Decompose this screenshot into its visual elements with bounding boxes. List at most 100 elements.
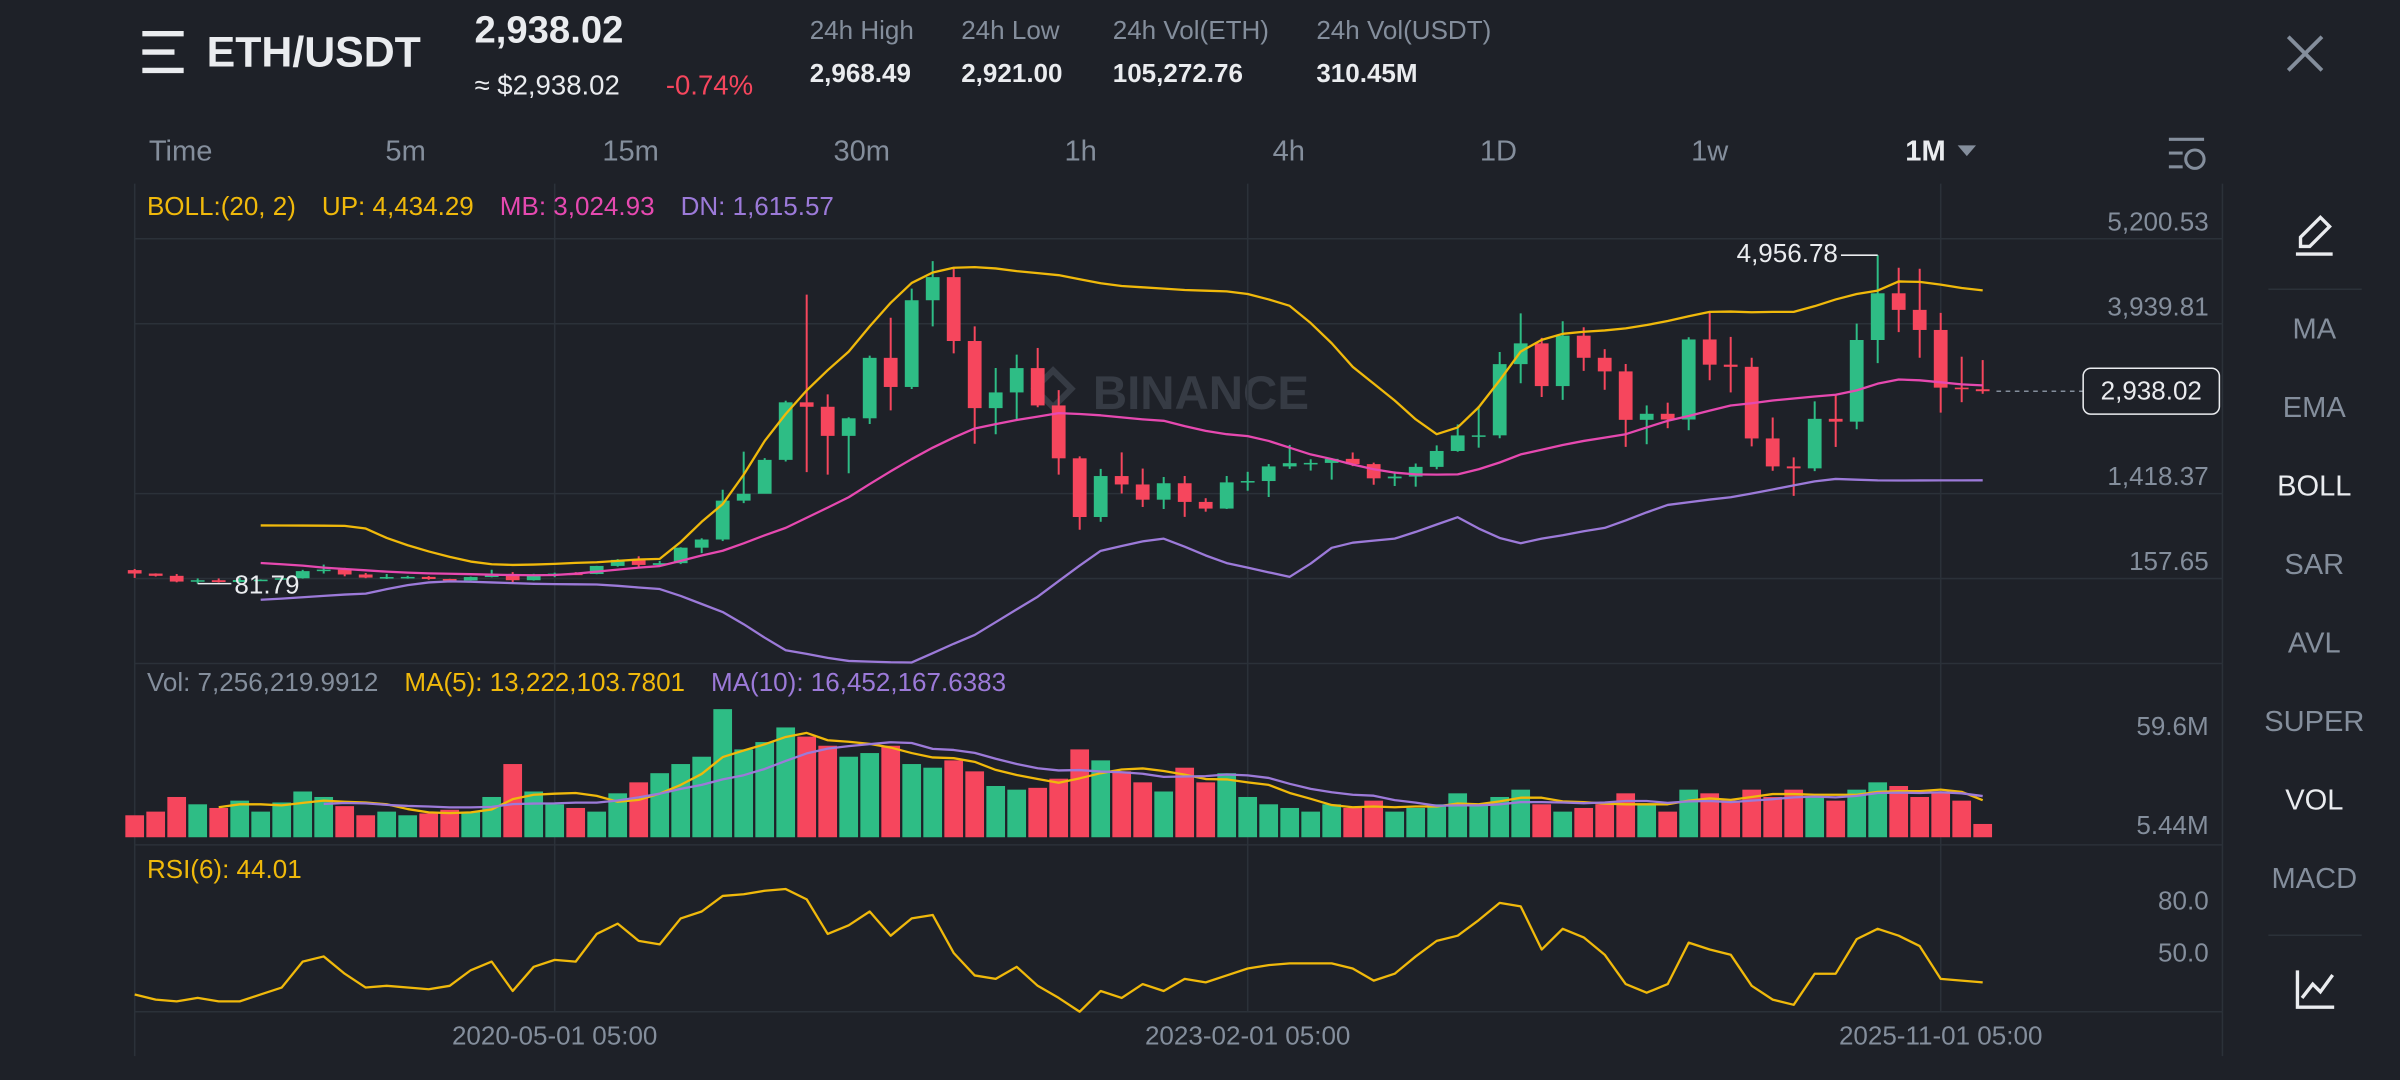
candle-body	[274, 578, 289, 580]
volume-bar	[1364, 800, 1384, 838]
indicator-toggle[interactable]: VOL	[2285, 784, 2343, 816]
candle-body	[610, 559, 625, 566]
icon-stroke	[2184, 148, 2206, 170]
volume-bar	[1301, 811, 1321, 838]
stat-label: 24h Low	[961, 15, 1060, 45]
candle-body	[1597, 357, 1612, 372]
price-change: -0.74%	[666, 70, 753, 101]
candle-body	[316, 569, 331, 572]
candle-body	[652, 563, 667, 565]
price-usd: ≈ $2,938.02	[474, 70, 619, 101]
candle-body	[1618, 371, 1633, 420]
volume-bar	[797, 736, 817, 838]
close-stroke	[2286, 35, 2324, 72]
menu-icon[interactable]	[142, 30, 184, 74]
candle-body	[295, 571, 310, 579]
candle-body	[1954, 387, 1969, 390]
candle-body	[694, 539, 709, 548]
volume-bar	[1931, 793, 1951, 838]
symbol[interactable]: ETH/USDT	[207, 28, 421, 76]
candle-body	[1891, 293, 1906, 310]
candle-body	[1912, 309, 1927, 330]
indicator-toggle[interactable]: BOLL	[2277, 470, 2351, 502]
candle-body	[1429, 450, 1444, 467]
chart-settings-icon[interactable]	[2168, 137, 2206, 170]
candle-body	[1324, 458, 1339, 463]
candle-body	[190, 580, 205, 582]
candle-body	[1849, 339, 1864, 422]
indicator-toggle[interactable]: EMA	[2283, 392, 2347, 424]
candle-body	[169, 575, 184, 582]
volume-bar	[1889, 786, 1909, 838]
volume-bar	[1112, 771, 1132, 838]
volume-bar	[1658, 811, 1678, 838]
candle-body	[841, 418, 856, 436]
indicator-readout: DN: 1,615.57	[681, 191, 834, 221]
candle-body	[1870, 293, 1885, 340]
volume-bar	[1049, 778, 1069, 838]
timeframe-tab[interactable]: 1D	[1480, 136, 1517, 168]
volume-bar	[1343, 807, 1363, 838]
candle-body	[736, 493, 751, 501]
y-tick-label: 59.6M	[2136, 711, 2208, 741]
last-price-tag-text: 2,938.02	[2101, 376, 2202, 406]
candle-body	[799, 402, 814, 407]
candle-body	[1177, 483, 1192, 502]
pane-borders	[133, 183, 2224, 1057]
y-tick-label: 80.0	[2158, 886, 2209, 916]
volume-bar	[230, 800, 250, 838]
candle-body	[421, 576, 436, 580]
candle-body	[1030, 368, 1045, 406]
candle-body	[1387, 476, 1402, 479]
volume-bar	[1679, 789, 1699, 838]
volume-bar	[923, 767, 943, 838]
volume-bar	[167, 796, 187, 838]
timeframe-tab[interactable]: 5m	[385, 136, 425, 168]
x-tick-label: 2020-05-01 05:00	[452, 1021, 657, 1051]
candle-body	[883, 357, 898, 387]
candle-body	[463, 577, 478, 581]
indicator-toggle[interactable]: SUPER	[2264, 706, 2364, 738]
volume-bar	[860, 753, 880, 838]
volume-bar	[1259, 804, 1279, 838]
volume-bar	[398, 815, 418, 838]
timeframe-tab[interactable]: 15m	[602, 136, 659, 168]
volume-bar	[1154, 791, 1174, 838]
indicator-toggle[interactable]: MA	[2292, 313, 2336, 345]
chart-type-icon[interactable]	[2295, 970, 2335, 1009]
timeframe-tab[interactable]: Time	[149, 136, 213, 168]
timeframe-tab[interactable]: 4h	[1273, 136, 1305, 168]
volume-bar	[755, 742, 775, 838]
volume-bar	[1784, 789, 1804, 838]
candle-body	[1219, 482, 1234, 509]
volume-bar	[776, 727, 796, 838]
last-price-tag	[2082, 367, 2221, 415]
stat-value: 2,968.49	[810, 58, 911, 88]
volume-bar	[1490, 796, 1510, 838]
volume-bar	[1700, 793, 1720, 838]
volume-bar	[1574, 807, 1594, 838]
timeframe-tab[interactable]: 1w	[1691, 136, 1729, 168]
candle-body	[505, 574, 520, 581]
candle-body	[526, 575, 541, 581]
indicator-toggle[interactable]: SAR	[2284, 549, 2344, 581]
draw-tool-icon[interactable]	[2295, 214, 2333, 256]
candle-body	[757, 459, 772, 494]
candle-body	[1681, 339, 1696, 420]
indicator-toggle[interactable]: MACD	[2271, 863, 2357, 895]
timeframe-tab[interactable]: 30m	[833, 136, 890, 168]
volume-bar	[902, 764, 922, 838]
volume-bar	[482, 796, 502, 838]
candle-body	[232, 580, 247, 583]
stat-value: 2,921.00	[961, 58, 1062, 88]
volume-bar	[1280, 807, 1300, 838]
close-button[interactable]	[2286, 35, 2324, 72]
timeframe-tab[interactable]: 1h	[1064, 136, 1096, 168]
candle-body	[358, 574, 373, 578]
volume-bar	[272, 802, 292, 838]
timeframe-tab[interactable]: 1M	[1905, 136, 1945, 168]
indicator-toggle[interactable]: AVL	[2288, 627, 2341, 659]
volume-bar	[650, 773, 670, 838]
indicator-line	[260, 265, 1983, 567]
